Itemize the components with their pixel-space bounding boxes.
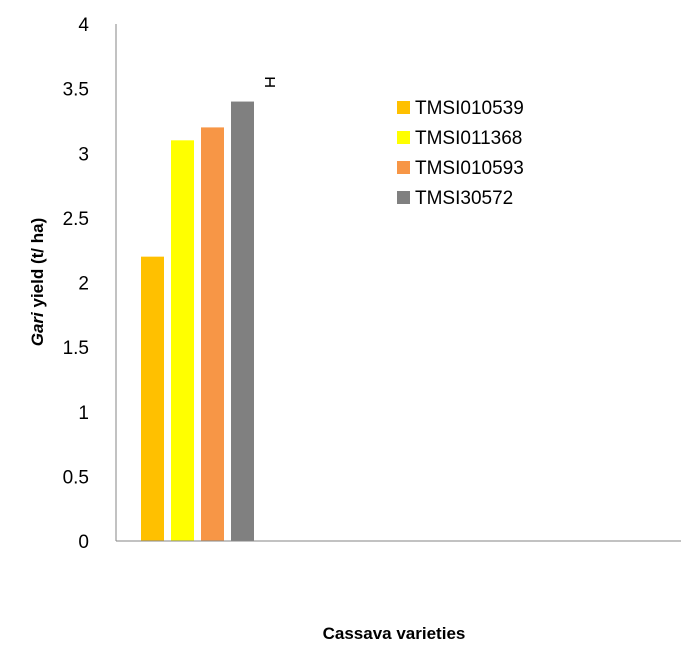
legend-label-tmsi30572: TMSI30572 bbox=[415, 188, 513, 209]
bars-group bbox=[141, 101, 254, 542]
error-bar-group bbox=[265, 77, 275, 87]
legend-swatch-tmsi30572 bbox=[397, 191, 410, 204]
y-tick-label: 3 bbox=[78, 144, 89, 165]
y-tick-label: 0 bbox=[78, 532, 89, 553]
legend-swatch-tmsi011368 bbox=[397, 131, 410, 144]
legend: TMSI010539 TMSI011368 TMSI010593 TMSI30572 bbox=[397, 98, 524, 209]
y-tick-label: 2.5 bbox=[63, 209, 89, 230]
legend-label-tmsi011368: TMSI011368 bbox=[415, 128, 522, 149]
bar-tmsi010593 bbox=[201, 127, 224, 542]
y-axis-title-rest: yield (t/ ha) bbox=[28, 218, 47, 312]
y-axis-ticks: 0 0.5 1 1.5 2 2.5 3 3.5 4 bbox=[63, 15, 90, 553]
legend-label-tmsi010539: TMSI010539 bbox=[415, 98, 524, 119]
y-tick-label: 0.5 bbox=[63, 467, 89, 488]
y-tick-label: 1.5 bbox=[63, 338, 89, 359]
y-tick-label: 4 bbox=[78, 15, 89, 36]
y-axis-title: Gari yield (t/ ha) bbox=[28, 218, 47, 347]
legend-swatch-tmsi010593 bbox=[397, 161, 410, 174]
bar-tmsi011368 bbox=[171, 140, 194, 541]
bar-tmsi30572 bbox=[231, 101, 254, 542]
x-axis-title: Cassava varieties bbox=[323, 624, 466, 640]
legend-label-tmsi010593: TMSI010593 bbox=[415, 158, 524, 179]
y-tick-label: 1 bbox=[78, 403, 89, 424]
legend-swatch-tmsi010539 bbox=[397, 101, 410, 114]
bar-tmsi010539 bbox=[141, 256, 164, 541]
y-tick-label: 3.5 bbox=[63, 80, 89, 101]
y-axis-title-italic: Gari bbox=[28, 311, 47, 346]
y-tick-label: 2 bbox=[78, 274, 89, 295]
